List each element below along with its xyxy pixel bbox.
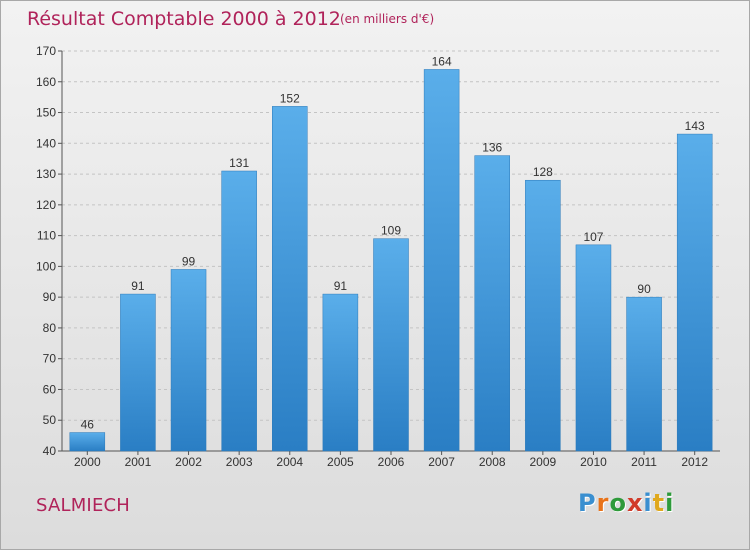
bar-2010 xyxy=(575,244,612,452)
bar-2007 xyxy=(423,69,460,452)
x-tick-label-2006: 2006 xyxy=(378,455,405,469)
y-tick-label: 170 xyxy=(36,44,56,58)
x-tick-label-2009: 2009 xyxy=(529,455,556,469)
y-tick-label: 150 xyxy=(36,106,56,120)
logo-letter: r xyxy=(596,489,610,517)
x-tick-label-2000: 2000 xyxy=(74,455,101,469)
bar-2000 xyxy=(69,432,106,452)
y-tick-label: 160 xyxy=(36,75,56,89)
y-tick-label: 130 xyxy=(36,167,56,181)
logo-letter: t xyxy=(652,489,666,517)
proxiti-logo: Proxiti xyxy=(578,489,674,517)
data-label-2010: 107 xyxy=(583,230,603,244)
logo-letter: i xyxy=(665,489,675,517)
bar-2006 xyxy=(373,238,409,452)
x-tick-label-2010: 2010 xyxy=(580,455,607,469)
x-tick-label-2005: 2005 xyxy=(327,455,354,469)
x-tick-label-2008: 2008 xyxy=(479,455,506,469)
data-label-2002: 99 xyxy=(182,254,196,268)
data-label-2008: 136 xyxy=(482,141,502,155)
x-tick-label-2001: 2001 xyxy=(125,455,152,469)
data-label-2004: 152 xyxy=(280,91,300,105)
bar-2003 xyxy=(221,170,257,452)
x-tick-label-2011: 2011 xyxy=(631,455,657,469)
bars xyxy=(69,69,713,452)
data-label-2006: 109 xyxy=(381,224,401,238)
y-tick-label: 40 xyxy=(43,444,57,458)
x-tick-label-2004: 2004 xyxy=(276,455,303,469)
data-labels: 46 91 99 131 152 91 109 164 136 128 107 90 143 xyxy=(81,54,705,431)
data-label-2012: 143 xyxy=(685,119,705,133)
data-label-2011: 90 xyxy=(637,282,651,296)
bar-2001 xyxy=(120,293,156,452)
chart-title: Résultat Comptable 2000 à 2012 xyxy=(27,8,341,30)
logo-letter: P xyxy=(578,489,597,517)
bar-2004 xyxy=(272,106,308,452)
x-tick-label-2007: 2007 xyxy=(428,455,455,469)
chart-subtitle: (en milliers d'€) xyxy=(340,12,435,26)
data-label-2001: 91 xyxy=(131,279,145,293)
y-tick-label: 90 xyxy=(43,290,57,304)
y-tick-label: 70 xyxy=(43,352,57,366)
y-tick-label: 50 xyxy=(43,413,57,427)
y-tick-label: 100 xyxy=(36,259,56,273)
y-tick-label: 60 xyxy=(43,382,57,396)
data-label-2003: 131 xyxy=(229,156,249,170)
bar-2011 xyxy=(626,296,662,452)
x-tick-label-2003: 2003 xyxy=(226,455,253,469)
y-tick-label: 140 xyxy=(36,136,56,150)
x-tick-label-2002: 2002 xyxy=(175,455,202,469)
logo-letter: x xyxy=(626,489,644,517)
town-name: SALMIECH xyxy=(36,495,131,516)
y-tick-label: 80 xyxy=(43,321,57,335)
data-label-2007: 164 xyxy=(432,54,452,68)
logo-letter: i xyxy=(643,489,653,517)
logo-letter: o xyxy=(609,489,627,517)
bar-2008 xyxy=(474,155,510,452)
bar-2002 xyxy=(170,269,207,452)
data-label-2009: 128 xyxy=(533,165,553,179)
bar-2009 xyxy=(525,179,561,452)
y-tick-label: 110 xyxy=(37,229,56,243)
bar-2005 xyxy=(322,293,359,452)
bar-2012 xyxy=(676,133,713,452)
x-tick-label-2012: 2012 xyxy=(681,455,708,469)
data-label-2000: 46 xyxy=(81,418,95,432)
data-label-2005: 91 xyxy=(334,279,348,293)
y-tick-label: 120 xyxy=(36,198,56,212)
